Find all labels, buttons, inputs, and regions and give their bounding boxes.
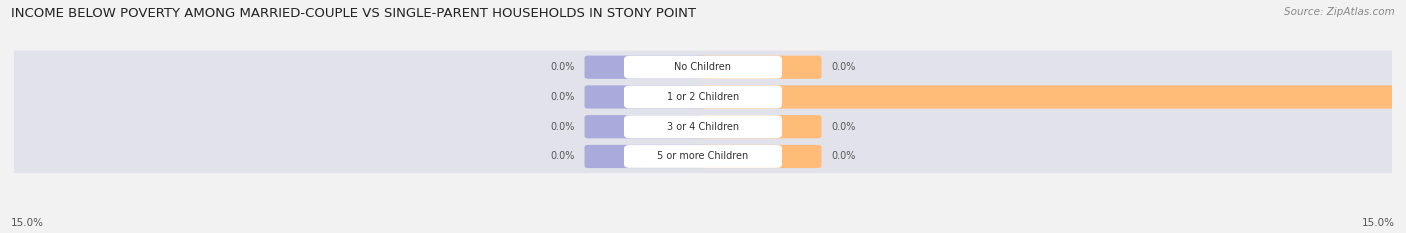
- Text: 0.0%: 0.0%: [550, 92, 575, 102]
- FancyBboxPatch shape: [585, 115, 707, 138]
- FancyBboxPatch shape: [699, 85, 1396, 109]
- FancyBboxPatch shape: [699, 145, 821, 168]
- FancyBboxPatch shape: [7, 140, 1399, 173]
- FancyBboxPatch shape: [699, 56, 821, 79]
- Text: 0.0%: 0.0%: [550, 151, 575, 161]
- Text: 0.0%: 0.0%: [831, 62, 856, 72]
- Text: 1 or 2 Children: 1 or 2 Children: [666, 92, 740, 102]
- Text: 3 or 4 Children: 3 or 4 Children: [666, 122, 740, 132]
- FancyBboxPatch shape: [7, 51, 1399, 84]
- Text: 0.0%: 0.0%: [550, 122, 575, 132]
- Text: 0.0%: 0.0%: [831, 122, 856, 132]
- FancyBboxPatch shape: [624, 115, 782, 138]
- Text: 5 or more Children: 5 or more Children: [658, 151, 748, 161]
- FancyBboxPatch shape: [7, 80, 1399, 114]
- FancyBboxPatch shape: [624, 86, 782, 108]
- FancyBboxPatch shape: [585, 85, 707, 109]
- Text: 0.0%: 0.0%: [831, 151, 856, 161]
- FancyBboxPatch shape: [585, 56, 707, 79]
- FancyBboxPatch shape: [699, 115, 821, 138]
- Text: No Children: No Children: [675, 62, 731, 72]
- Text: INCOME BELOW POVERTY AMONG MARRIED-COUPLE VS SINGLE-PARENT HOUSEHOLDS IN STONY P: INCOME BELOW POVERTY AMONG MARRIED-COUPL…: [11, 7, 696, 20]
- FancyBboxPatch shape: [7, 110, 1399, 143]
- Text: 0.0%: 0.0%: [550, 62, 575, 72]
- Text: 15.0%: 15.0%: [1362, 218, 1395, 228]
- FancyBboxPatch shape: [585, 145, 707, 168]
- Text: 15.0%: 15.0%: [11, 218, 44, 228]
- FancyBboxPatch shape: [624, 56, 782, 79]
- Text: Source: ZipAtlas.com: Source: ZipAtlas.com: [1284, 7, 1395, 17]
- FancyBboxPatch shape: [624, 145, 782, 168]
